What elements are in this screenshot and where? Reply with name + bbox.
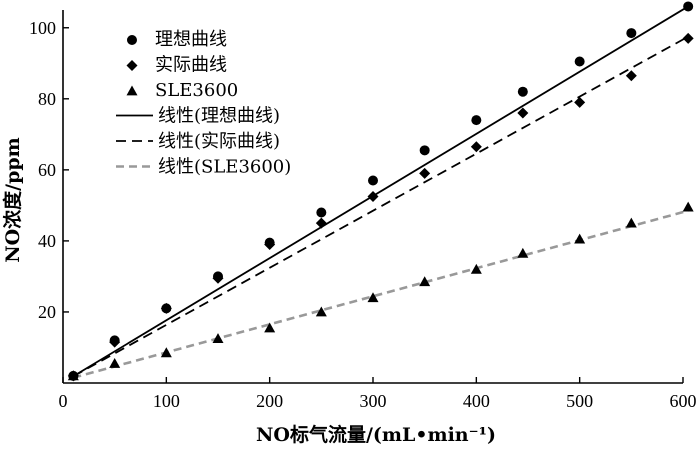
data-point-理想曲线	[419, 145, 430, 156]
legend-label-理想曲线: 理想曲线	[155, 29, 227, 50]
data-point-实际曲线	[160, 302, 172, 314]
legend-marker-理想曲线	[127, 35, 137, 45]
data-point-理想曲线	[683, 1, 694, 12]
data-point-实际曲线	[625, 70, 637, 82]
data-point-SLE3600	[212, 333, 224, 343]
axes: 0 100 200 300 400 500 600 20 40 60 80 100	[29, 10, 697, 411]
legend-marker-实际曲线	[126, 60, 138, 71]
data-point-SLE3600	[315, 306, 327, 317]
data-point-理想曲线	[471, 115, 482, 126]
data-point-SLE3600	[160, 347, 172, 358]
data-point-理想曲线	[368, 175, 378, 186]
data-point-理想曲线	[574, 56, 585, 67]
data-point-理想曲线	[316, 207, 327, 218]
data-point-SLE3600	[419, 276, 431, 287]
x-tick-label: 400	[463, 391, 490, 411]
trendline-线性(实际曲线)	[72, 35, 689, 378]
data-point-SLE3600	[67, 370, 79, 381]
legend-label-线性(实际曲线): 线性(实际曲线)	[158, 131, 280, 152]
legend-label-线性(理想曲线): 线性(理想曲线)	[158, 106, 280, 127]
legend-label-线性(SLE3600): 线性(SLE3600)	[158, 157, 291, 178]
x-tick-label: 0	[59, 391, 68, 411]
trendline-线性(SLE3600)	[72, 209, 689, 379]
data-point-SLE3600	[625, 217, 637, 228]
x-tick-label: 600	[670, 391, 697, 411]
y-tick-label: 20	[38, 302, 56, 322]
data-point-理想曲线	[517, 86, 528, 97]
data-point-SLE3600	[264, 322, 276, 333]
data-point-实际曲线	[682, 32, 694, 44]
data-point-SLE3600	[517, 247, 529, 258]
legend-marker-SLE3600	[126, 85, 138, 96]
data-point-实际曲线	[264, 238, 276, 250]
data-point-SLE3600	[367, 292, 379, 303]
x-tick-label: 500	[566, 391, 593, 411]
y-axis-label: NO浓度/ppm	[1, 137, 24, 263]
x-tick-label: 100	[153, 391, 180, 411]
y-tick-label: 60	[38, 160, 56, 180]
data-point-实际曲线	[109, 336, 121, 348]
data-point-实际曲线	[212, 272, 224, 284]
y-tick-label: 80	[38, 89, 56, 109]
data-point-SLE3600	[470, 263, 482, 274]
x-tick-label: 300	[360, 391, 387, 411]
data-point-理想曲线	[626, 28, 637, 39]
x-axis-label: NO标气流量/(mL•min⁻¹)	[256, 423, 496, 446]
data-point-实际曲线	[574, 96, 586, 108]
trendline-线性(理想曲线)	[72, 5, 689, 378]
x-tick-label: 200	[256, 391, 283, 411]
data-point-SLE3600	[682, 201, 694, 212]
data-points	[67, 1, 694, 382]
data-point-实际曲线	[419, 167, 431, 179]
trendlines	[72, 5, 689, 379]
data-point-实际曲线	[470, 141, 482, 153]
legend-label-SLE3600: SLE3600	[155, 80, 238, 101]
data-point-实际曲线	[517, 107, 529, 119]
y-tick-label: 40	[38, 231, 56, 251]
data-point-实际曲线	[315, 217, 327, 229]
data-point-SLE3600	[574, 233, 586, 244]
data-point-SLE3600	[109, 357, 121, 368]
legend-label-实际曲线: 实际曲线	[155, 55, 227, 76]
y-tick-label: 100	[29, 18, 56, 38]
data-point-实际曲线	[367, 191, 379, 202]
